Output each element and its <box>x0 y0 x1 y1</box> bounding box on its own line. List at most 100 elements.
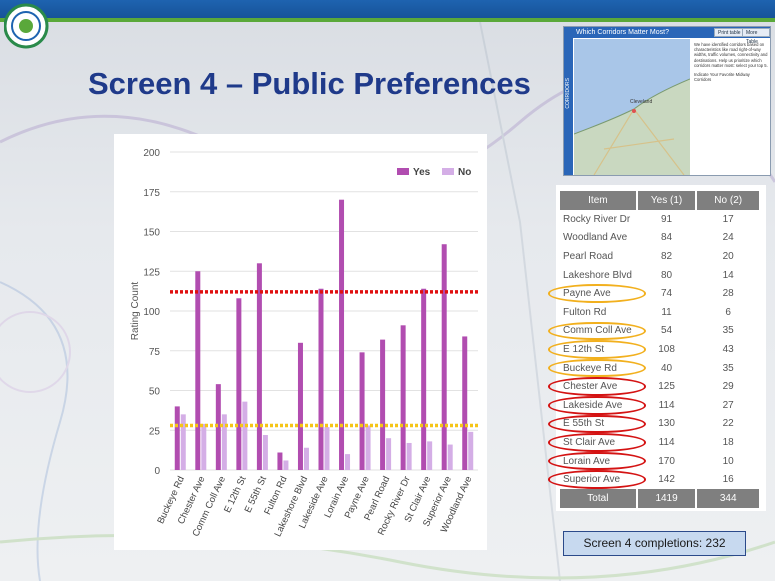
table-row: Comm Coll Ave 54 35 <box>560 322 760 341</box>
top-banner <box>0 0 775 22</box>
table-cell-no: 43 <box>722 343 734 355</box>
column-header-item: Item <box>560 191 638 210</box>
bar-yes <box>359 352 365 470</box>
y-tick-label: 50 <box>149 387 161 398</box>
bar-yes <box>215 384 221 470</box>
y-tick-label: 150 <box>143 228 160 239</box>
column-header-no: No (2) <box>696 191 761 210</box>
table-cell-item: E 12th St <box>563 343 605 355</box>
survey-screen-thumbnail: Which Corridors Matter Most? Print table… <box>563 26 771 176</box>
table-cell-yes: 130 <box>658 418 675 430</box>
table-total-row: Total 1419 344 <box>560 488 761 508</box>
legend-label-no: No <box>458 167 471 178</box>
bar-no <box>468 431 474 470</box>
bar-yes <box>339 199 345 470</box>
bar-yes <box>256 263 262 470</box>
table-cell-item: Superior Ave <box>563 474 621 486</box>
table-total-yes: 1419 <box>636 488 698 508</box>
table-row: St Clair Ave 114 18 <box>560 433 760 452</box>
bar-no <box>201 423 207 470</box>
bar-no <box>447 444 453 470</box>
table-cell-item: Pearl Road <box>563 250 614 262</box>
table-row: E 12th St 108 43 <box>560 340 760 359</box>
table-cell-yes: 80 <box>661 269 673 281</box>
table-cell-no: 28 <box>722 288 734 300</box>
y-tick-label: 200 <box>143 148 160 159</box>
table-cell-yes: 91 <box>661 213 673 225</box>
table-cell-item: Lorain Ave <box>563 455 611 467</box>
completions-count-box: Screen 4 completions: 232 <box>563 531 746 556</box>
thumbnail-sidebar-label: CORRIDORS <box>565 78 571 109</box>
table-row: Woodland Ave 84 24 <box>560 229 760 248</box>
y-tick-label: 175 <box>143 188 160 199</box>
table-cell-no: 17 <box>722 213 734 225</box>
slide-title: Screen 4 – Public Preferences <box>88 66 531 101</box>
chart-panel: 0 25 50 75 100 125 150 175 200 Rating Count Buckey… <box>114 134 487 550</box>
column-header-yes: Yes (1) <box>636 191 698 210</box>
table-cell-no: 24 <box>722 232 734 244</box>
table-cell-no: 16 <box>722 474 734 486</box>
bar-yes <box>277 452 283 470</box>
bar-no <box>345 454 351 470</box>
bar-no <box>386 438 392 470</box>
bar-no <box>324 427 330 470</box>
thumbnail-header-title: Which Corridors Matter Most? <box>564 27 770 38</box>
table-cell-yes: 142 <box>658 474 675 486</box>
bar-no <box>406 442 412 470</box>
logo-icon <box>4 3 49 49</box>
bar-no <box>221 414 227 470</box>
bar-no <box>303 447 309 470</box>
bar-yes <box>318 288 324 470</box>
lake-map-graphic <box>574 39 690 175</box>
table-cell-item: Lakeside Ave <box>563 399 623 411</box>
table-cell-no: 14 <box>722 269 734 281</box>
thumbnail-description: We have identified corridors based on ch… <box>692 40 770 174</box>
table-cell-no: 35 <box>722 362 734 374</box>
table-row: Lakeside Ave 114 27 <box>560 396 760 415</box>
table-row: E 55th St 130 22 <box>560 415 760 434</box>
legend-label-yes: Yes <box>413 167 431 178</box>
legend-swatch-no <box>442 168 454 175</box>
bar-no <box>365 425 371 470</box>
y-tick-label: 25 <box>149 426 161 437</box>
thumbnail-more-button[interactable]: More Table <box>742 28 770 45</box>
table-cell-no: 20 <box>722 250 734 262</box>
table-cell-item: St Clair Ave <box>563 436 616 448</box>
table-cell-item: Comm Coll Ave <box>563 325 632 337</box>
table-cell-yes: 54 <box>661 325 673 337</box>
table-row: Payne Ave 74 28 <box>560 284 760 303</box>
table-cell-no: 29 <box>722 381 734 393</box>
table-row: Chester Ave 125 29 <box>560 377 760 396</box>
top-banner-stripe <box>0 18 775 22</box>
table-cell-yes: 82 <box>661 250 673 262</box>
y-tick-label: 0 <box>154 466 160 477</box>
table-cell-item: Rocky River Dr <box>563 213 631 225</box>
table-total-label: Total <box>560 488 638 508</box>
thumbnail-map-city-label: Cleveland <box>630 99 653 105</box>
table-cell-yes: 40 <box>661 362 673 374</box>
bar-no <box>427 441 433 470</box>
bar-no <box>283 460 289 470</box>
table-cell-no: 6 <box>725 306 731 318</box>
table-cell-yes: 74 <box>661 288 673 300</box>
table-row: Buckeye Rd 40 35 <box>560 359 760 378</box>
bar-yes <box>441 244 447 470</box>
table-cell-yes: 84 <box>661 232 673 244</box>
thumbnail-map[interactable]: Cleveland <box>574 39 690 175</box>
y-tick-label: 75 <box>149 347 161 358</box>
thumbnail-instruction-text: Indicate Your Favorite Midway Corridors <box>694 72 750 83</box>
table-cell-yes: 114 <box>658 436 675 448</box>
thumbnail-description-text: We have identified corridors based on ch… <box>694 42 768 68</box>
y-tick-label: 125 <box>143 267 160 278</box>
table-row: Superior Ave 142 16 <box>560 470 760 489</box>
results-table: Item Yes (1) No (2) Rocky River Dr 91 17 Wo… <box>560 191 761 508</box>
table-cell-item: Lakeshore Blvd <box>563 269 632 281</box>
thumbnail-print-button[interactable]: Print table <box>714 28 745 37</box>
bar-yes <box>380 339 386 470</box>
table-row: Fulton Rd 11 6 <box>560 303 760 322</box>
bar-no <box>180 414 186 470</box>
table-cell-no: 35 <box>722 325 734 337</box>
bar-yes <box>462 336 468 470</box>
legend-swatch-yes <box>397 168 409 175</box>
results-table-panel: Item Yes (1) No (2) Rocky River Dr 91 17 Wo… <box>548 185 766 511</box>
